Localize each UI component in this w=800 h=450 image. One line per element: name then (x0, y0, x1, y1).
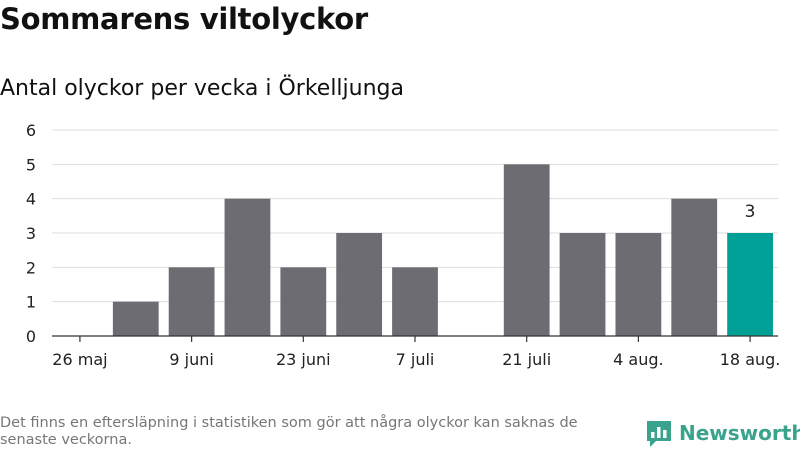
bar-4-aug- (615, 233, 662, 336)
y-tick-label: 0 (26, 327, 36, 346)
bar-11-aug- (671, 198, 718, 336)
bar-21-juli (503, 164, 550, 336)
x-tick-label: 23 juni (276, 350, 331, 369)
y-tick-label: 4 (26, 190, 36, 209)
bar-18-aug- (727, 233, 773, 336)
bar-chart: 0 1 2 3 4 5 6 3 26 maj 9 juni 23 juni 7 juli 21 juli… (26, 121, 781, 369)
y-tick-label: 3 (26, 224, 36, 243)
y-tick-label: 5 (26, 155, 36, 174)
footnote: Det finns en eftersläpning i statistiken… (0, 415, 578, 448)
chart-subtitle: Antal olyckor per vecka i Örkelljunga (0, 76, 404, 101)
brand-name: Newsworthy (679, 421, 800, 445)
chart-title: Sommarens viltolyckor (0, 2, 368, 36)
bar-chart-bubble-icon (647, 421, 671, 447)
data-label: 3 (745, 202, 756, 222)
y-tick-label: 1 (26, 293, 36, 312)
bar-16-juni (224, 198, 271, 336)
bar-28-juli (559, 233, 606, 336)
x-tick-label: 7 juli (396, 350, 435, 369)
bar-2-juni (112, 301, 159, 336)
x-tick-label: 18 aug. (720, 350, 781, 369)
bar-30-juni (336, 233, 383, 336)
bar-7-juli (392, 267, 438, 336)
x-tick-label: 26 maj (52, 350, 107, 369)
bar-23-juni (280, 267, 327, 336)
y-tick-label: 2 (26, 258, 36, 277)
bar-9-juni (168, 267, 215, 336)
x-tick-label: 9 juni (169, 350, 213, 369)
x-tick-label: 21 juli (502, 350, 551, 369)
y-tick-label: 6 (26, 121, 36, 140)
x-tick-label: 4 aug. (613, 350, 663, 369)
brand-logo[interactable]: Newsworthy (644, 418, 800, 448)
